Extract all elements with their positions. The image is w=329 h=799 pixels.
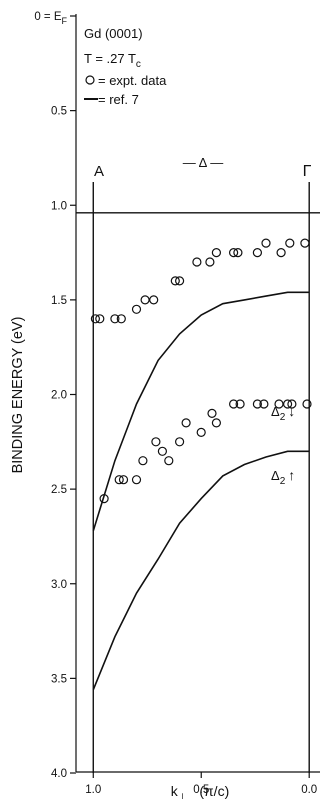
y-tick-label: 3.0 <box>51 579 67 591</box>
data-point <box>261 238 271 248</box>
data-point <box>229 399 239 409</box>
data-point <box>175 276 185 286</box>
temperature-label: T = .27 Tc <box>84 51 141 70</box>
data-point <box>131 475 142 485</box>
x-tick-label: 1.0 <box>85 784 101 796</box>
data-point <box>164 456 174 466</box>
data-point <box>285 238 295 248</box>
reference-line-layer <box>76 182 320 773</box>
band-down-label: Δ2 ↓ <box>271 403 295 423</box>
data-point <box>151 437 161 447</box>
data-point <box>95 314 105 324</box>
data-point <box>131 304 142 314</box>
data-point <box>300 238 310 248</box>
data-point <box>181 418 191 428</box>
band-up-label: Δ2 ↑ <box>271 467 295 487</box>
y-tick-label: 0 = EF <box>34 11 67 26</box>
sample-label: Gd (0001) <box>84 26 143 41</box>
data-point <box>229 248 239 258</box>
data-point <box>302 399 312 409</box>
legend-marker-circle <box>85 75 95 85</box>
y-tick-label: 1.5 <box>51 295 67 307</box>
data-point <box>175 437 185 447</box>
data-point <box>205 257 215 267</box>
data-point <box>157 446 167 456</box>
data-point <box>274 399 284 409</box>
y-tick-label: 2.5 <box>51 484 67 496</box>
tick-layer: 0 = EF 0.5 1.0 1.5 2.0 2.5 3.0 3.5 4.0 1.0 0.5 0.0 <box>34 11 317 796</box>
legend-data-label: = expt. data <box>98 73 167 88</box>
x-axis-label: k⊥ (π/c) <box>171 783 229 799</box>
point-A-label: A <box>94 163 104 180</box>
data-point <box>233 248 243 258</box>
x-tick-label: 0.0 <box>301 784 317 796</box>
data-point <box>196 427 206 437</box>
data-point <box>211 418 221 428</box>
y-tick-label: 2.0 <box>51 390 67 402</box>
theory-band-curve-2 <box>92 450 310 691</box>
data-point <box>116 314 126 324</box>
data-point <box>110 314 120 324</box>
y-tick-label: 4.0 <box>51 768 67 780</box>
y-tick-label: 1.0 <box>51 200 67 212</box>
data-point <box>207 408 217 418</box>
data-point <box>99 494 109 504</box>
x-tick-label: 0.5 <box>193 784 209 796</box>
theory-curve-layer <box>92 291 310 691</box>
data-point <box>283 399 293 409</box>
data-point <box>114 475 124 485</box>
data-point <box>252 399 262 409</box>
data-point <box>140 295 150 305</box>
data-point-layer <box>90 238 312 504</box>
data-point <box>211 248 221 258</box>
point-Gamma-label: Γ <box>303 163 312 180</box>
y-tick-label: 3.5 <box>51 673 67 685</box>
y-axis-label: BINDING ENERGY (eV) <box>10 317 26 474</box>
legend-ref-label: = ref. 7 <box>98 92 139 107</box>
direction-label: — Δ — <box>183 155 223 170</box>
y-tick-label: 0.5 <box>51 106 67 118</box>
data-point <box>259 399 269 409</box>
data-point <box>149 295 159 305</box>
data-point <box>192 257 202 267</box>
data-point <box>252 248 262 258</box>
data-point <box>287 399 297 409</box>
theory-band-curve-1 <box>92 291 310 532</box>
data-point <box>276 248 286 258</box>
data-point <box>170 276 180 286</box>
data-point <box>138 456 148 466</box>
data-point <box>118 475 129 485</box>
data-point <box>90 314 101 324</box>
data-point <box>235 399 245 409</box>
